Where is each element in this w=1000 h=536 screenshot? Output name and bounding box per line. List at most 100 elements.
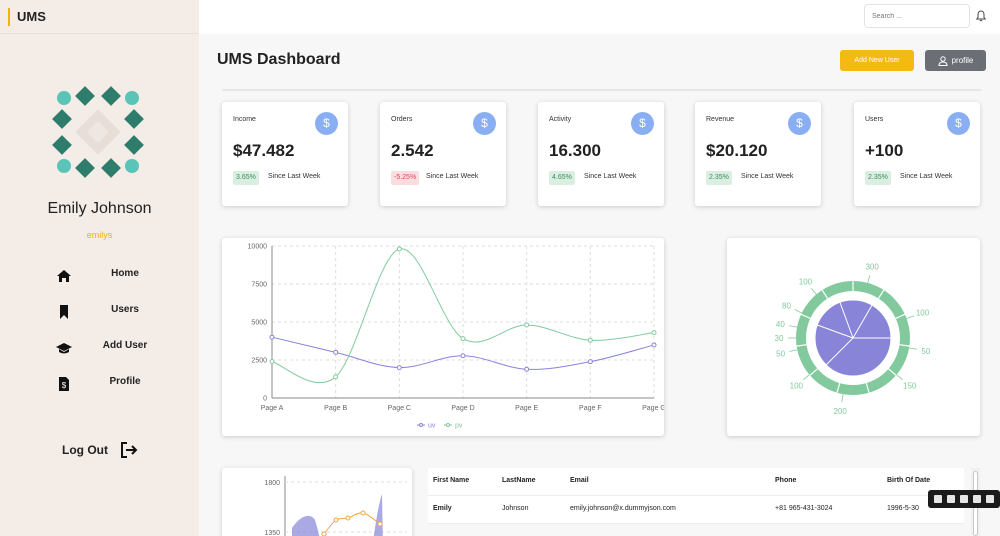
outer-label-leader [867, 275, 871, 284]
outer-slice-label: 40 [776, 320, 785, 329]
profile-button-label: profile [951, 56, 974, 65]
outer-label-leader [789, 349, 798, 352]
outer-segment-divider [836, 382, 841, 393]
stat-value: +100 [865, 141, 904, 160]
folder-icon[interactable] [973, 495, 982, 503]
stat-label: Income [233, 116, 256, 123]
x-tick-label: Page B [324, 405, 347, 412]
settings-icon[interactable] [986, 495, 995, 503]
stat-card-income: Income $ $47.482 3.65% Since Last Week [222, 102, 348, 206]
search-input[interactable] [864, 4, 970, 28]
outer-slice-label: 100 [790, 382, 804, 391]
stat-since-label: Since Last Week [268, 173, 321, 180]
outer-segment-divider [865, 382, 870, 393]
stat-label: Orders [391, 116, 413, 123]
logout-label: Log Out [62, 443, 108, 457]
stat-since-label: Since Last Week [741, 173, 794, 180]
area-series-purple [373, 494, 383, 536]
outer-segment-divider [877, 289, 885, 299]
outer-slice-label: 30 [775, 334, 784, 343]
stat-label: Users [865, 116, 884, 123]
sidebar-item-profile[interactable]: $ Profile [0, 370, 199, 406]
sidebar-item-home[interactable]: Home [0, 262, 199, 298]
stat-value: $20.120 [706, 141, 768, 160]
video-icon[interactable] [959, 495, 968, 503]
table-header-first-name[interactable]: First Name [433, 477, 470, 484]
legend-label-pv: pv [455, 423, 463, 430]
data-point-uv [524, 366, 530, 372]
x-tick-label: Page G [642, 405, 664, 412]
x-tick-label: Page E [515, 405, 538, 412]
outer-segment-divider [899, 344, 910, 347]
camera-icon[interactable] [946, 495, 955, 503]
data-point-uv [651, 342, 657, 348]
data-point-uv [333, 349, 339, 355]
line-chart-panel: 0 2500 5000 7500 10000 Page A Page B Page C Page… [222, 238, 664, 436]
user-name: Emily Johnson [47, 200, 152, 217]
outer-label-leader [810, 287, 817, 295]
stat-card-activity: Activity $16.300 4.65% Since Last Week [538, 102, 664, 206]
stat-label: Activity [549, 116, 572, 123]
y-tick-label: 7500 [251, 282, 267, 289]
outer-segment-divider [888, 368, 897, 376]
stat-since-label: Since Last Week [584, 173, 637, 180]
add-new-user-button[interactable]: Add New User [840, 50, 914, 71]
table-row[interactable]: Emily Johnson emily.johnson@x.dummyjson.… [428, 496, 964, 524]
sidebar-nav: Home Users Add User $ Profile [0, 262, 199, 406]
table-header-row: First Name LastName Email Phone Birth Of… [428, 468, 964, 496]
y-tick-label: 1800 [264, 480, 280, 487]
data-point-pv [333, 374, 339, 380]
orange-data-point [360, 510, 366, 516]
floating-toolbar [928, 490, 1000, 508]
outer-label-leader [794, 309, 802, 314]
table-header-email[interactable]: Email [570, 477, 589, 484]
table-header-birth-date[interactable]: Birth Of Date [887, 477, 931, 484]
y-tick-label: 0 [263, 396, 267, 403]
sidebar-item-label: Add User [102, 340, 148, 351]
sidebar: UMS Emily Johnson emilys Home Users Add … [0, 0, 199, 536]
outer-slice-label: 50 [921, 347, 930, 356]
table-cell: 1996-5-30 [887, 505, 919, 512]
sidebar-item-add-user[interactable]: Add User [0, 334, 199, 370]
table-header-phone[interactable]: Phone [775, 477, 797, 484]
data-point-pv [396, 246, 402, 252]
logout-button[interactable]: Log Out [62, 441, 138, 459]
header-divider [222, 89, 981, 91]
data-point-pv [651, 330, 657, 336]
stat-change-badge: 4.65% [549, 171, 575, 185]
profile-button[interactable]: profile [925, 50, 986, 71]
inner-slice-divider [852, 304, 873, 339]
data-point-pv [524, 322, 530, 328]
stat-change-badge: -5.25% [391, 171, 420, 185]
y-tick-label: 2500 [251, 358, 267, 365]
outer-label-leader [789, 325, 798, 328]
line-chart: 0 2500 5000 7500 10000 Page A Page B Page C Page… [248, 244, 664, 430]
bell-icon[interactable] [975, 10, 987, 22]
users-table: First Name LastName Email Phone Birth Of… [428, 468, 964, 524]
pie-chart-panel: 300 100 50 150 200 100 50 30 40 80 100 [727, 238, 980, 436]
data-point-pv [269, 359, 275, 365]
y-tick-label: 5000 [251, 320, 267, 327]
sidebar-item-users[interactable]: Users [0, 298, 199, 334]
outer-label-leader [802, 374, 810, 381]
stat-change-badge: 3.65% [233, 171, 259, 185]
outer-slice-label: 150 [903, 382, 917, 391]
stat-since-label: Since Last Week [426, 173, 479, 180]
inner-slice-divider [839, 302, 854, 339]
svg-text:$: $ [62, 381, 67, 390]
graduation-cap-icon [56, 343, 72, 354]
sidebar-divider [0, 33, 199, 34]
table-header-last-name[interactable]: LastName [502, 477, 536, 484]
sidebar-item-label: Profile [109, 376, 141, 387]
user-avatar-logo [52, 86, 144, 178]
y-tick-label: 1350 [264, 530, 280, 536]
outer-slice-label: 80 [782, 302, 791, 311]
stat-value: 16.300 [549, 141, 601, 160]
area-chart: 1800 1350 [264, 476, 407, 536]
orange-data-point [321, 531, 327, 536]
brand-title[interactable]: UMS [8, 8, 46, 26]
orange-data-point [333, 517, 339, 523]
link-icon[interactable] [933, 495, 942, 503]
outer-slice-label: 50 [776, 349, 785, 358]
data-point-pv [460, 336, 466, 342]
